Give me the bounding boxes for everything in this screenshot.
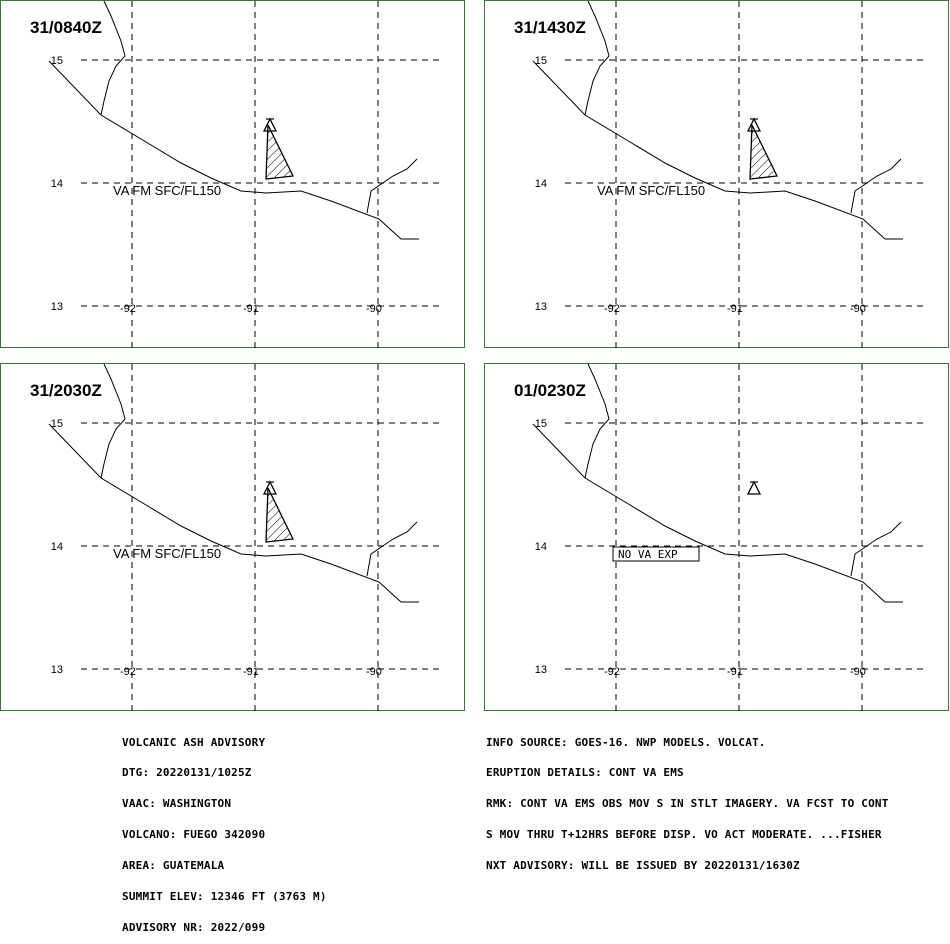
info-line: ERUPTION DETAILS: CONT VA EMS [486,766,684,780]
advisory-line: AREA: GUATEMALA [122,859,225,873]
panel-time-3: 31/2030Z [30,381,102,400]
border-line [100,364,126,479]
map-panel-3: 15 14 13 -92 -91 -90 VA FM SFC/FL150 31/2030Z [0,363,465,712]
border-line [366,158,418,214]
advisory-line: SUMMIT ELEV: 12346 FT (3763 M) [122,890,327,904]
lon-label: -92 [120,303,136,315]
border-line [850,158,902,214]
volcano-icon [262,480,278,495]
map-svg-4: 15 14 13 -92 -91 -90 NO VA EXP [532,364,925,712]
coastline [48,423,419,603]
panel-time-2: 31/1430Z [514,18,586,37]
lon-label: -91 [243,303,259,315]
lat-label: 15 [51,418,63,430]
advisory-header-block: VOLCANIC ASH ADVISORY DTG: 20220131/1025… [122,717,327,944]
volcano-icon [262,117,278,132]
ash-level-label: VA FM SFC/FL150 [597,183,705,198]
lon-label: -90 [850,666,866,678]
coastline [48,60,419,240]
advisory-line: VOLCANO: FUEGO 342090 [122,828,266,842]
info-line: NXT ADVISORY: WILL BE ISSUED BY 20220131… [486,859,800,873]
map-panel-1: 15 14 13 -92 -91 -90 VA FM SFC/FL150 31/0840Z [0,0,465,349]
lon-label: -91 [727,666,743,678]
lat-label: 15 [535,418,547,430]
lat-label: 14 [535,178,547,190]
ash-cloud-polygon [265,124,294,180]
lon-label: -92 [604,666,620,678]
advisory-line: VAAC: WASHINGTON [122,797,232,811]
lon-label: -90 [366,303,382,315]
info-line: S MOV THRU T+12HRS BEFORE DISP. VO ACT M… [486,828,882,842]
lat-label: 13 [51,664,63,676]
no-ash-label: NO VA EXP [618,548,678,561]
map-panel-4: 15 14 13 -92 -91 -90 NO VA EXP 01/0230Z [484,363,949,712]
ash-level-label: VA FM SFC/FL150 [113,183,221,198]
lat-label: 14 [535,541,547,553]
lon-label: -90 [366,666,382,678]
panel-time-4: 01/0230Z [514,381,586,400]
map-svg-2: 15 14 13 -92 -91 -90 VA FM SFC/FL150 [532,1,925,349]
map-svg-3: 15 14 13 -92 -91 -90 VA FM SFC/FL150 [48,364,441,712]
volcano-icon [746,117,762,132]
border-line [584,1,610,116]
lon-label: -91 [727,303,743,315]
lon-label: -92 [604,303,620,315]
coastline [532,60,903,240]
lat-label: 14 [51,541,63,553]
lat-label: 13 [51,301,63,313]
advisory-line: DTG: 20220131/1025Z [122,766,252,780]
map-svg-1: 15 14 13 -92 -91 -90 VA FM SFC/FL150 [48,1,441,349]
advisory-line: ADVISORY NR: 2022/099 [122,920,266,934]
lon-label: -91 [243,666,259,678]
ash-level-label: VA FM SFC/FL150 [113,546,221,561]
map-panel-2: 15 14 13 -92 -91 -90 VA FM SFC/FL150 31/1430Z [484,0,949,349]
panel-time-1: 31/0840Z [30,18,102,37]
info-line: RMK: CONT VA EMS OBS MOV S IN STLT IMAGE… [486,797,889,811]
info-line: INFO SOURCE: GOES-16. NWP MODELS. VOLCAT… [486,735,766,749]
ash-cloud-polygon [265,487,294,543]
volcano-icon [746,480,762,495]
advisory-info-block: INFO SOURCE: GOES-16. NWP MODELS. VOLCAT… [486,717,889,882]
border-line [366,521,418,577]
coastline [532,423,903,603]
lon-label: -90 [850,303,866,315]
ash-cloud-polygon [749,124,778,180]
lat-label: 15 [535,55,547,67]
lat-label: 13 [535,664,547,676]
lat-label: 13 [535,301,547,313]
no-ash-box [612,546,700,562]
advisory-line: VOLCANIC ASH ADVISORY [122,735,266,749]
border-line [100,1,126,116]
lat-label: 14 [51,178,63,190]
border-line [584,364,610,479]
border-line [850,521,902,577]
lat-label: 15 [51,55,63,67]
lon-label: -92 [120,666,136,678]
